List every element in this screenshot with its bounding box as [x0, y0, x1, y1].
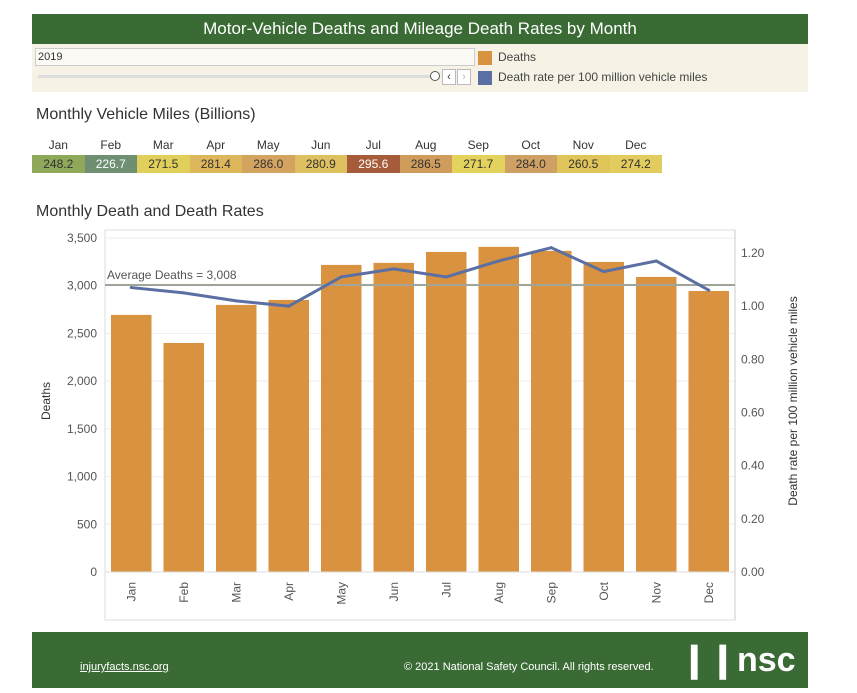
month-label: Aug	[415, 138, 437, 152]
miles-cell[interactable]: 280.9	[294, 155, 347, 173]
month-label: Sep	[467, 138, 489, 152]
month-label: Feb	[100, 138, 122, 152]
miles-cell[interactable]: 274.2	[609, 155, 662, 173]
bar-oct	[583, 261, 624, 572]
rate-point-nov	[654, 259, 658, 263]
legend-swatch	[478, 50, 492, 65]
y2-tick-label: 1.20	[741, 246, 765, 260]
rate-point-sep	[549, 246, 553, 250]
rate-point-may	[339, 275, 343, 279]
chevron-right-icon[interactable]: ›	[457, 69, 471, 85]
y-axis-title: Deaths	[39, 382, 53, 420]
footer-link[interactable]: injuryfacts.nsc.org	[80, 661, 169, 673]
miles-title: Monthly Vehicle Miles (Billions)	[36, 106, 256, 123]
x-tick-label: Apr	[282, 582, 296, 601]
month-label: May	[256, 138, 280, 152]
y-tick-label: 0	[90, 565, 97, 579]
rate-point-dec	[707, 288, 711, 292]
bar-aug	[478, 246, 519, 572]
y-tick-label: 1,500	[67, 422, 97, 436]
miles-cell[interactable]: 260.5	[557, 155, 610, 173]
y2-tick-label: 0.60	[741, 406, 765, 420]
legend-label: Deaths	[498, 50, 537, 64]
footer: injuryfacts.nsc.org © 2021 National Safe…	[32, 632, 808, 688]
miles-cell[interactable]: 271.7	[452, 155, 505, 173]
y2-tick-label: 0.00	[741, 565, 765, 579]
y2-tick-label: 0.80	[741, 352, 765, 366]
rate-point-aug	[497, 259, 501, 263]
bar-jul	[426, 251, 467, 573]
y-tick-label: 2,500	[67, 326, 97, 340]
miles-cell[interactable]: 286.5	[399, 155, 452, 173]
chevron-left-icon[interactable]: ‹	[442, 69, 456, 85]
legend-label: Death rate per 100 million vehicle miles	[498, 70, 708, 84]
y-tick-label: 2,000	[67, 374, 97, 388]
rate-line	[131, 246, 710, 308]
y2-tick-label: 0.20	[741, 512, 765, 526]
y2-tick-label: 1.00	[741, 299, 765, 313]
x-tick-label: Feb	[177, 582, 191, 603]
x-tick-label: Jan	[124, 582, 138, 601]
legend-rate: Death rate per 100 million vehicle miles	[478, 70, 707, 85]
chart-title: Monthly Death and Death Rates	[36, 203, 264, 220]
bar-dec	[688, 290, 729, 572]
bar-apr	[268, 299, 309, 572]
x-tick-label: Oct	[597, 581, 611, 600]
x-tick-label: Jul	[439, 582, 453, 597]
y-tick-label: 3,000	[67, 279, 97, 293]
month-label: Oct	[521, 138, 541, 152]
y2-tick-label: 0.40	[741, 459, 765, 473]
year-slider[interactable]	[38, 75, 430, 78]
x-tick-label: Mar	[229, 582, 243, 603]
x-tick-label: May	[334, 582, 348, 605]
nsc-logo: ❙❙nsc	[680, 641, 796, 679]
miles-cell[interactable]: 295.6	[347, 155, 400, 173]
miles-cell[interactable]: 248.2	[32, 155, 85, 173]
average-label: Average Deaths = 3,008	[107, 268, 237, 282]
y-tick-label: 3,500	[67, 231, 97, 245]
month-label: Nov	[572, 138, 594, 152]
rate-point-jun	[392, 267, 396, 271]
bar-feb	[163, 342, 204, 572]
legend-swatch	[478, 70, 492, 85]
month-label: Jun	[311, 138, 331, 152]
month-label: Apr	[206, 138, 226, 152]
controls-panel: 2019 ‹ › Deaths Death rate per 100 milli…	[32, 44, 808, 92]
year-filter[interactable]: 2019	[35, 48, 475, 66]
bar-nov	[636, 276, 677, 572]
miles-cell[interactable]: 284.0	[504, 155, 557, 173]
rate-point-mar	[234, 299, 238, 303]
legend-deaths: Deaths	[478, 50, 536, 65]
x-tick-label: Jun	[387, 582, 401, 601]
month-label: Jul	[365, 138, 381, 152]
y-tick-label: 1,000	[67, 470, 97, 484]
bar-jun	[373, 262, 414, 572]
miles-cell[interactable]: 286.0	[242, 155, 295, 173]
y2-axis-title: Death rate per 100 million vehicle miles	[786, 296, 800, 505]
bar-mar	[216, 304, 257, 572]
month-label: Jan	[48, 138, 68, 152]
x-tick-label: Nov	[649, 582, 663, 603]
rate-point-jul	[444, 275, 448, 279]
copyright: © 2021 National Safety Council. All righ…	[404, 661, 654, 673]
miles-cell[interactable]: 281.4	[189, 155, 242, 173]
rate-point-apr	[287, 304, 291, 308]
x-tick-label: Aug	[492, 582, 506, 603]
bar-may	[321, 264, 362, 572]
x-tick-label: Sep	[544, 582, 558, 604]
deaths-chart: 0 500 1,000 1,500 2,000 2,500 3,000 3,500 0.00 0.…	[39, 229, 800, 621]
bar-jan	[111, 314, 152, 572]
miles-cell[interactable]: 226.7	[84, 155, 137, 173]
bar-sep	[531, 250, 572, 572]
slider-handle[interactable]	[430, 71, 440, 81]
miles-cell[interactable]: 271.5	[137, 155, 190, 173]
month-label: Mar	[152, 138, 174, 152]
month-label: Dec	[625, 138, 647, 152]
rate-point-jan	[129, 286, 133, 290]
rate-point-oct	[602, 270, 606, 274]
rate-point-feb	[182, 291, 186, 295]
x-tick-label: Dec	[702, 582, 716, 603]
dashboard-title: Motor-Vehicle Deaths and Mileage Death R…	[32, 14, 808, 44]
y-tick-label: 500	[77, 517, 97, 531]
